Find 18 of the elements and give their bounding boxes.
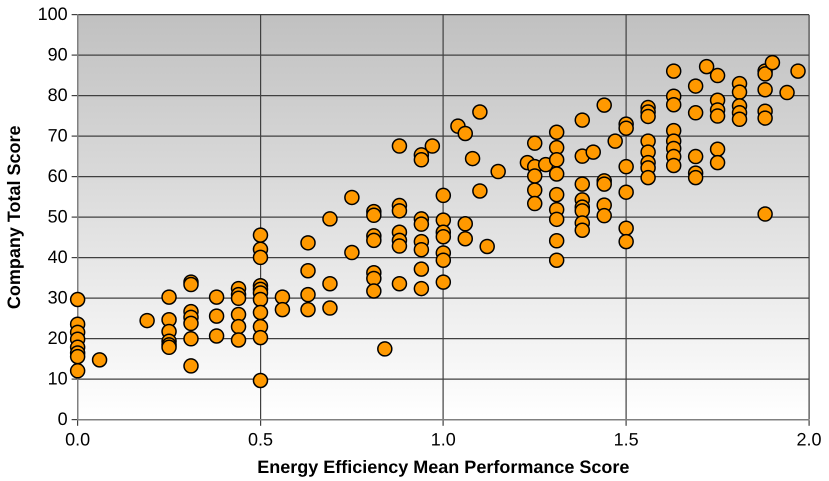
x-tick-label: 1.5 xyxy=(614,430,639,450)
y-tick-label: 10 xyxy=(48,368,68,388)
x-axis-title: Energy Efficiency Mean Performance Score xyxy=(257,457,630,478)
y-tick-label: 70 xyxy=(48,125,68,146)
x-tick-label: 2.0 xyxy=(796,430,822,450)
y-tick-label: 30 xyxy=(48,287,68,308)
x-tick-label: 1.0 xyxy=(430,430,456,450)
y-tick-label: 60 xyxy=(48,166,68,186)
x-tick-label: 0.5 xyxy=(248,430,273,450)
y-tick-label: 80 xyxy=(48,84,68,105)
y-tick-label: 0 xyxy=(58,408,68,429)
y-tick-label: 90 xyxy=(48,44,68,64)
y-axis-title: Company Total Score xyxy=(4,125,24,310)
y-tick-label: 40 xyxy=(48,246,68,267)
x-tick-label: 0.0 xyxy=(65,430,90,450)
y-tick-label: 100 xyxy=(38,4,68,24)
y-tick-label: 20 xyxy=(48,328,68,348)
y-tick-label: 50 xyxy=(48,206,68,226)
